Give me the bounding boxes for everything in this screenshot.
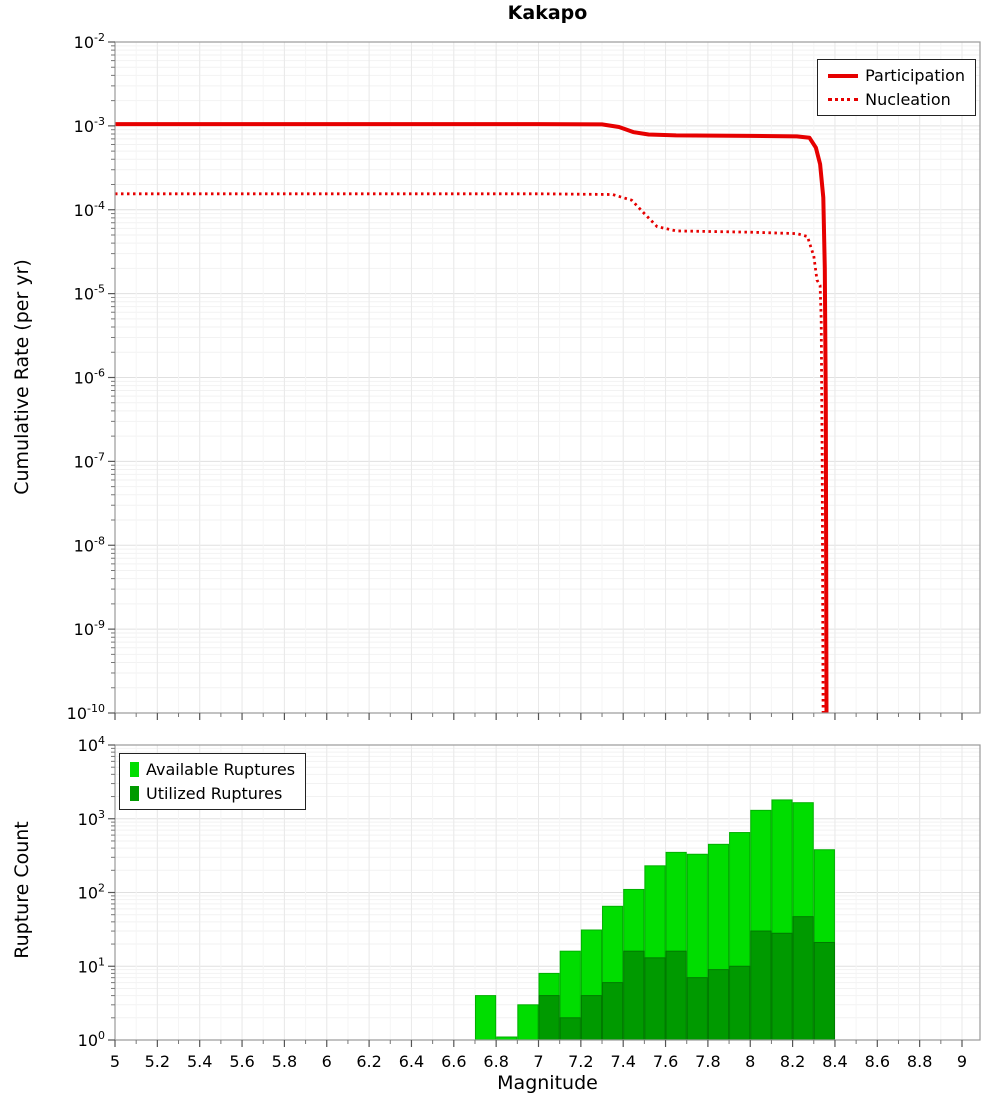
chart-title: Kakapo	[507, 2, 588, 24]
svg-text:7.4: 7.4	[610, 1052, 635, 1071]
svg-text:10-2: 10-2	[74, 31, 105, 52]
bottom-chart-legend: Available Ruptures Utilized Ruptures	[119, 753, 307, 810]
nucleation-line-swatch	[828, 98, 859, 101]
svg-text:6: 6	[322, 1052, 332, 1071]
top-chart-plot: 10-2 10-3 10-4 10-5 10-6 10-7 10-8 10-9 10-10	[67, 31, 981, 723]
svg-text:10-6: 10-6	[74, 367, 105, 388]
svg-text:10-3: 10-3	[74, 115, 105, 136]
svg-text:7: 7	[533, 1052, 543, 1071]
available-ruptures-swatch	[130, 762, 139, 777]
svg-text:6.4: 6.4	[399, 1052, 424, 1071]
participation-line-swatch	[828, 73, 859, 78]
svg-text:10-4: 10-4	[74, 199, 105, 220]
svg-text:8: 8	[745, 1052, 755, 1071]
svg-text:5.4: 5.4	[187, 1052, 212, 1071]
legend-label-utilized-ruptures: Utilized Ruptures	[146, 784, 283, 803]
svg-text:10-8: 10-8	[74, 534, 105, 555]
svg-text:10-9: 10-9	[74, 618, 105, 639]
legend-label-participation: Participation	[865, 66, 965, 85]
svg-text:7.8: 7.8	[695, 1052, 720, 1071]
svg-text:10-10: 10-10	[67, 702, 105, 723]
svg-text:5.8: 5.8	[272, 1052, 297, 1071]
legend-label-available-ruptures: Available Ruptures	[146, 760, 296, 779]
legend-item-nucleation: Nucleation	[828, 90, 965, 109]
svg-text:8.6: 8.6	[865, 1052, 890, 1071]
svg-text:101: 101	[78, 955, 105, 976]
svg-text:8.2: 8.2	[780, 1052, 805, 1071]
svg-text:6.8: 6.8	[483, 1052, 508, 1071]
svg-text:6.6: 6.6	[441, 1052, 466, 1071]
svg-text:5.6: 5.6	[229, 1052, 254, 1071]
svg-text:10-5: 10-5	[74, 283, 105, 304]
svg-text:7.2: 7.2	[568, 1052, 593, 1071]
legend-item-participation: Participation	[828, 66, 965, 85]
legend-label-nucleation: Nucleation	[865, 90, 951, 109]
legend-item-utilized-ruptures: Utilized Ruptures	[130, 784, 295, 803]
svg-text:102: 102	[78, 882, 105, 903]
svg-text:7.6: 7.6	[653, 1052, 678, 1071]
svg-text:8.4: 8.4	[822, 1052, 847, 1071]
svg-text:104: 104	[78, 734, 105, 755]
bottom-chart-plot: 104 103 102 101 100 5 5.2 5.4 5.6 5.8 6 6.2 6.4 6.6 6.…	[78, 734, 981, 1071]
svg-text:6.2: 6.2	[356, 1052, 381, 1071]
svg-text:10-7: 10-7	[74, 450, 105, 471]
svg-text:5: 5	[110, 1052, 120, 1071]
utilized-ruptures-swatch	[130, 786, 139, 801]
x-axis-label: Magnitude	[497, 1072, 598, 1094]
svg-text:5.2: 5.2	[145, 1052, 170, 1071]
top-chart-legend: Participation Nucleation	[817, 59, 976, 116]
svg-text:103: 103	[78, 808, 105, 829]
svg-text:100: 100	[78, 1029, 105, 1050]
legend-item-available-ruptures: Available Ruptures	[130, 760, 295, 779]
svg-text:8.8: 8.8	[907, 1052, 932, 1071]
svg-text:9: 9	[957, 1052, 967, 1071]
